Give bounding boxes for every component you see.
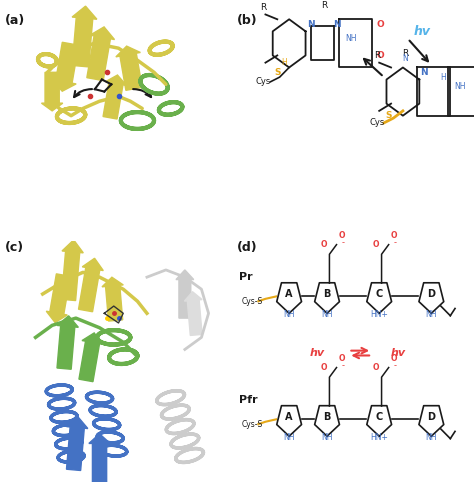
Text: B: B xyxy=(323,412,331,422)
Text: N: N xyxy=(420,68,428,77)
Text: NH: NH xyxy=(426,433,437,442)
Text: HN+: HN+ xyxy=(370,433,388,442)
Text: Cys: Cys xyxy=(370,119,385,127)
Text: NH: NH xyxy=(321,433,333,442)
Text: Cys-S: Cys-S xyxy=(242,420,263,428)
FancyArrowPatch shape xyxy=(364,59,382,75)
Text: O: O xyxy=(320,240,327,249)
Text: S: S xyxy=(385,111,392,120)
Text: O: O xyxy=(377,20,384,28)
FancyArrowPatch shape xyxy=(74,89,92,97)
Text: O: O xyxy=(391,354,398,362)
Text: S: S xyxy=(274,68,281,77)
Text: NH: NH xyxy=(321,310,333,319)
Text: hv: hv xyxy=(413,25,430,38)
Text: -: - xyxy=(393,361,396,370)
Text: O: O xyxy=(373,363,379,372)
Text: O: O xyxy=(373,240,379,249)
Text: -: - xyxy=(393,238,396,247)
Text: B: B xyxy=(323,289,331,299)
Text: O: O xyxy=(339,354,346,362)
FancyArrow shape xyxy=(89,434,110,482)
Text: D: D xyxy=(428,289,435,299)
Text: NH: NH xyxy=(345,34,356,43)
Text: NH: NH xyxy=(454,82,465,91)
Text: N: N xyxy=(307,20,314,28)
Text: Pr: Pr xyxy=(239,272,253,282)
FancyArrow shape xyxy=(116,46,142,90)
Text: NH: NH xyxy=(283,310,295,319)
Text: H: H xyxy=(440,73,446,81)
Text: C: C xyxy=(375,412,383,422)
Text: (a): (a) xyxy=(5,14,25,27)
Text: NH: NH xyxy=(283,433,295,442)
FancyArrow shape xyxy=(42,72,63,111)
Text: O: O xyxy=(320,363,327,372)
Text: HN+: HN+ xyxy=(370,310,388,319)
Text: Cys: Cys xyxy=(256,78,271,86)
FancyArrow shape xyxy=(87,27,115,80)
Text: hv: hv xyxy=(310,348,325,358)
Text: H: H xyxy=(282,58,287,67)
Text: -: - xyxy=(341,361,344,370)
FancyArrow shape xyxy=(57,316,78,369)
Text: A: A xyxy=(285,289,293,299)
Text: (d): (d) xyxy=(237,241,258,254)
Text: hv: hv xyxy=(391,348,406,358)
Text: A: A xyxy=(285,412,293,422)
FancyArrow shape xyxy=(62,240,83,301)
FancyArrow shape xyxy=(184,292,202,335)
Text: N: N xyxy=(402,54,408,63)
FancyArrow shape xyxy=(176,270,194,318)
FancyArrow shape xyxy=(46,274,70,322)
Text: NH: NH xyxy=(426,310,437,319)
Text: C: C xyxy=(375,289,383,299)
Text: (c): (c) xyxy=(5,241,24,254)
Text: O: O xyxy=(391,231,398,240)
Text: R: R xyxy=(402,49,409,58)
Text: O: O xyxy=(377,51,384,60)
Text: R: R xyxy=(321,0,328,10)
FancyArrowPatch shape xyxy=(410,40,428,61)
Text: -: - xyxy=(341,238,344,247)
Text: Pfr: Pfr xyxy=(239,395,258,405)
FancyArrow shape xyxy=(102,277,123,321)
Text: N: N xyxy=(333,20,340,28)
FancyArrowPatch shape xyxy=(133,89,151,97)
FancyArrow shape xyxy=(66,417,88,470)
Text: Cys-S: Cys-S xyxy=(242,297,263,306)
Text: D: D xyxy=(428,412,435,422)
FancyArrow shape xyxy=(79,333,103,382)
Text: R: R xyxy=(260,3,266,12)
FancyArrow shape xyxy=(72,6,97,67)
FancyArrow shape xyxy=(79,258,103,312)
Text: (b): (b) xyxy=(237,14,258,27)
FancyArrow shape xyxy=(103,75,127,119)
Text: O: O xyxy=(339,231,346,240)
Text: R: R xyxy=(374,51,380,60)
FancyArrow shape xyxy=(52,42,79,91)
